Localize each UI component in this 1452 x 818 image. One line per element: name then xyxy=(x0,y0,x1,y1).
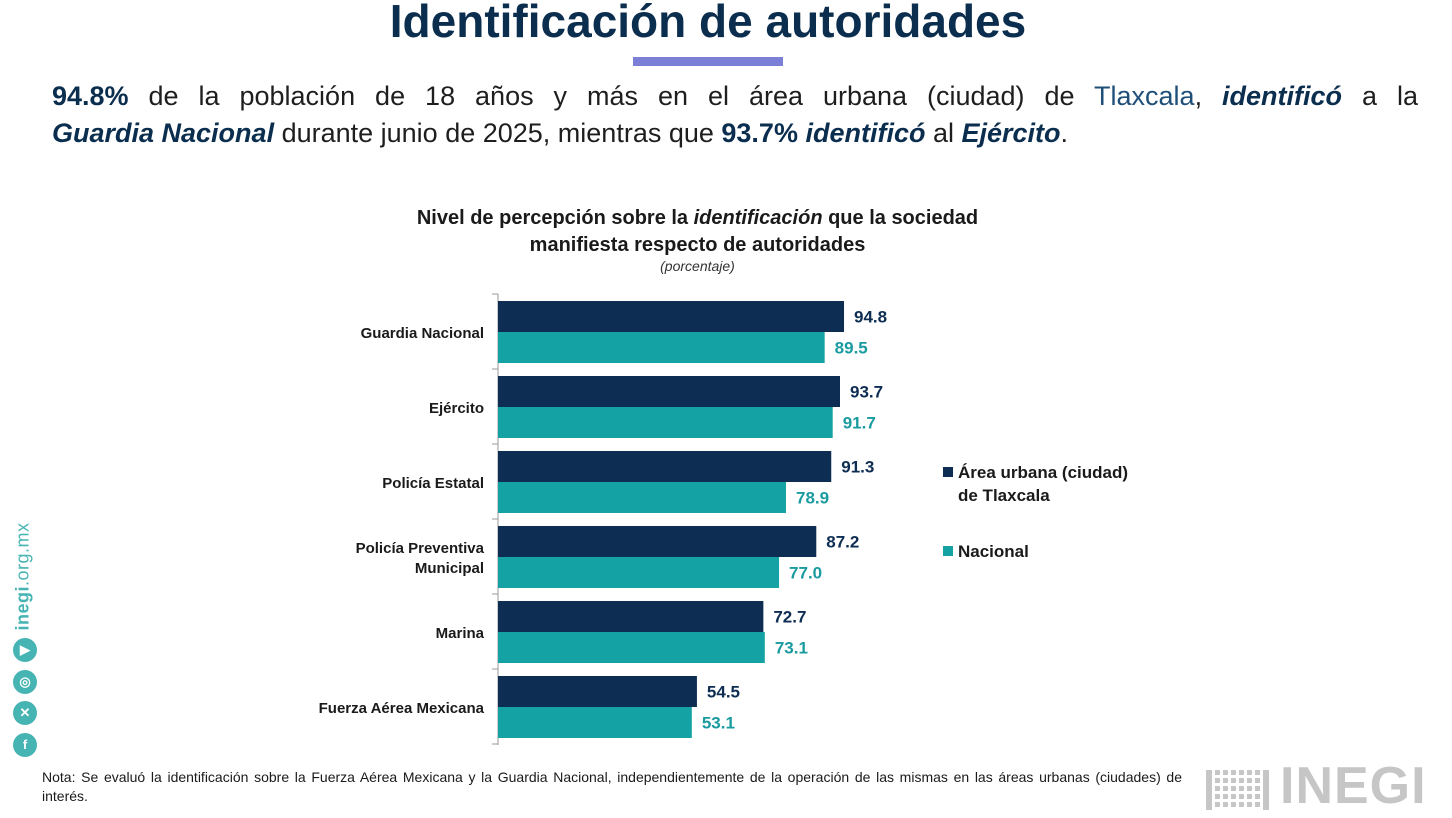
bar xyxy=(498,707,692,738)
chart-title-line2: manifiesta respecto de autoridades xyxy=(529,234,866,256)
legend-item-nacional: Nacional xyxy=(943,540,1029,563)
legend-swatch-tlaxcala xyxy=(943,467,953,478)
category-label: Marina xyxy=(436,625,485,642)
lead-text-1: de la población de 18 años y más en el á… xyxy=(128,81,1095,111)
legend-item-tlaxcala: Área urbana (ciudad) de Tlaxcala xyxy=(943,461,1128,507)
category-label: Municipal xyxy=(415,560,484,577)
data-label: 53.1 xyxy=(702,714,735,733)
youtube-icon[interactable]: ▶ xyxy=(13,638,37,662)
lead-pct2: 93.7% xyxy=(721,118,798,148)
bar xyxy=(498,632,765,663)
bar xyxy=(498,601,764,632)
legend-label-tlaxcala-1: Área urbana (ciudad) xyxy=(958,463,1129,482)
chart-title: Nivel de percepción sobre la identificac… xyxy=(300,205,1095,259)
category-label: Policía Estatal xyxy=(382,475,484,492)
lead-line-2: Guardia Nacional durante junio de 2025, … xyxy=(52,115,1418,152)
lead-city: Tlaxcala xyxy=(1094,81,1195,111)
bar xyxy=(498,451,832,482)
data-label: 91.3 xyxy=(841,458,874,477)
category-label: Guardia Nacional xyxy=(361,325,484,342)
lead-text-6: al xyxy=(925,118,962,148)
chart-subtitle: (porcentaje) xyxy=(660,258,735,274)
facebook-icon[interactable]: f xyxy=(13,733,37,757)
bar xyxy=(498,407,833,438)
bar xyxy=(498,557,780,588)
lead-verb1: identificó xyxy=(1222,81,1343,111)
inegi-logo-text: INEGI xyxy=(1280,757,1427,815)
website-url-bold: inegi xyxy=(12,585,33,631)
category-label: Ejército xyxy=(429,400,484,417)
legend-label-nacional: Nacional xyxy=(958,542,1029,561)
lead-verb2: identificó xyxy=(805,118,926,148)
data-label: 77.0 xyxy=(789,564,822,583)
data-label: 73.1 xyxy=(775,639,808,658)
data-label: 87.2 xyxy=(826,533,859,552)
lead-entity2: Ejército xyxy=(961,118,1061,148)
data-label: 72.7 xyxy=(773,608,806,627)
legend-label-tlaxcala-2: de Tlaxcala xyxy=(958,486,1050,505)
chart-title-part2: que la sociedad xyxy=(822,207,979,229)
data-label: 54.5 xyxy=(707,683,740,702)
lead-text-3: a la xyxy=(1342,81,1418,111)
footnote: Nota: Se evaluó la identificación sobre … xyxy=(42,769,1182,804)
data-label: 94.8 xyxy=(854,308,887,327)
data-label: 91.7 xyxy=(843,414,876,433)
x-icon[interactable]: ✕ xyxy=(13,701,37,725)
page-title: Identificación de autoridades xyxy=(389,0,1027,47)
category-label: Policía Preventiva xyxy=(356,540,485,557)
data-label: 93.7 xyxy=(850,383,883,402)
legend-swatch-nacional xyxy=(943,546,953,557)
lead-entity1: Guardia Nacional xyxy=(52,118,275,148)
bar xyxy=(498,376,841,407)
website-url-rest: .org.mx xyxy=(12,522,33,586)
inegi-logo-mark xyxy=(1206,770,1269,810)
title-underline xyxy=(633,57,783,66)
category-label: Fuerza Aérea Mexicana xyxy=(319,700,485,717)
lead-text-7: . xyxy=(1060,118,1069,148)
bar xyxy=(498,332,825,363)
bar xyxy=(498,526,817,557)
chart-title-part1: Nivel de percepción sobre la xyxy=(416,207,694,229)
instagram-icon[interactable]: ◎ xyxy=(13,670,37,694)
data-label: 89.5 xyxy=(835,339,868,358)
bar xyxy=(498,301,845,332)
lead-text-4: durante junio de 2025, mientras que xyxy=(274,118,722,148)
bar xyxy=(498,676,697,707)
lead-text-2: , xyxy=(1194,81,1223,111)
chart-title-italic: identificación xyxy=(693,207,823,229)
data-label: 78.9 xyxy=(796,489,829,508)
website-url[interactable]: inegi.org.mx xyxy=(12,501,34,631)
lead-pct1: 94.8% xyxy=(52,81,129,111)
lead-line-1: 94.8% de la población de 18 años y más e… xyxy=(52,78,1418,115)
bar xyxy=(498,482,786,513)
